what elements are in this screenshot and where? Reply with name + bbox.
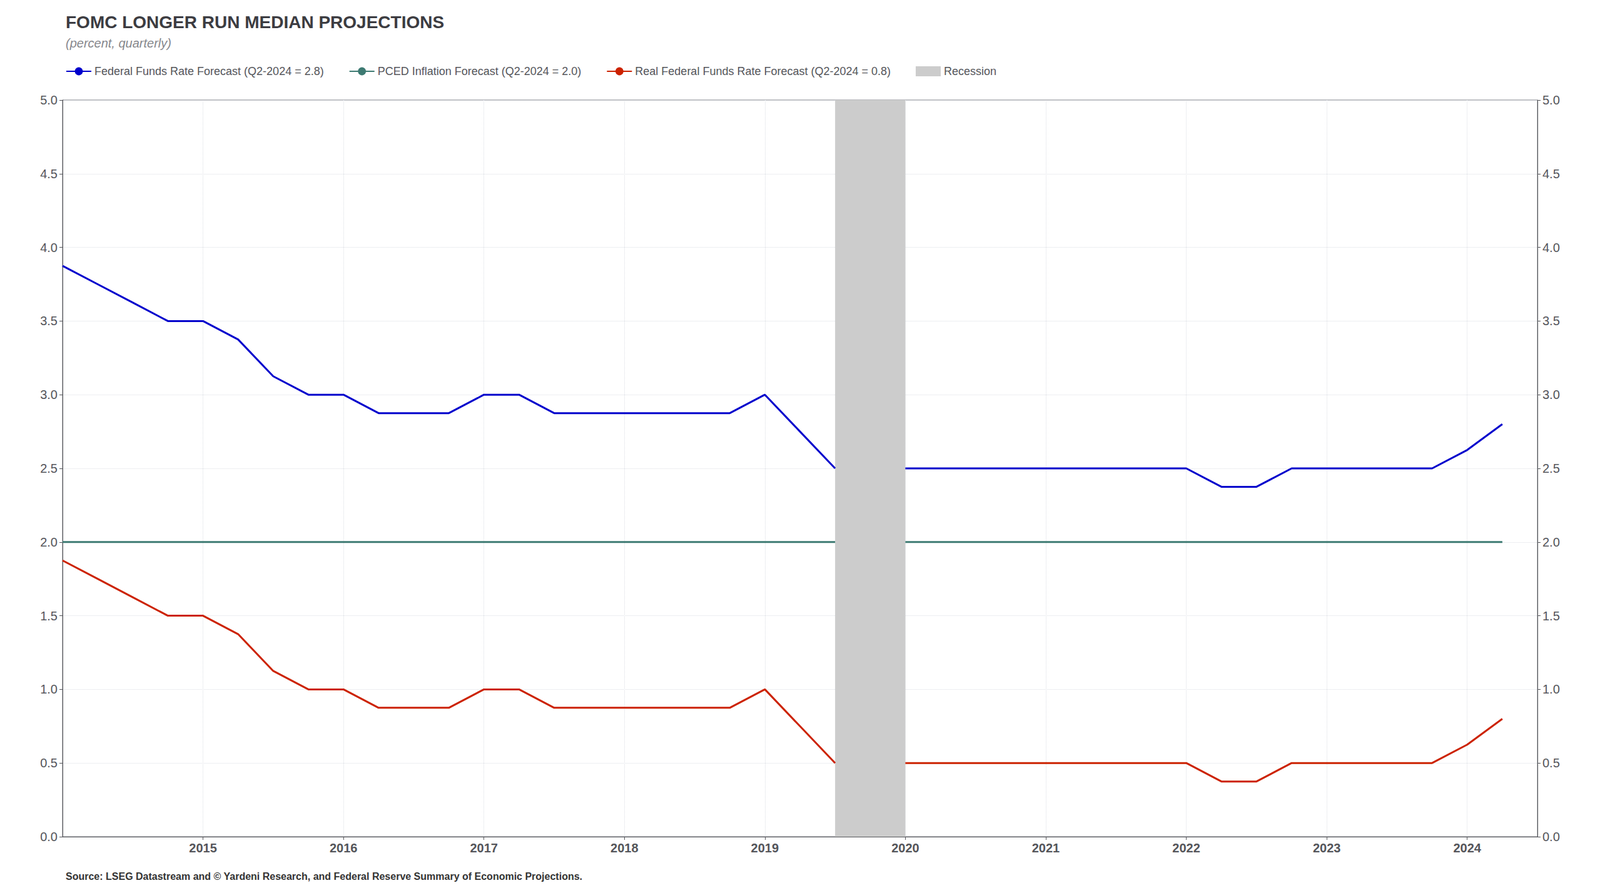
svg-text:4.5: 4.5 bbox=[40, 167, 58, 181]
svg-text:2016: 2016 bbox=[329, 841, 358, 856]
svg-text:Recession: Recession bbox=[943, 65, 997, 78]
svg-text:(percent, quarterly): (percent, quarterly) bbox=[65, 36, 172, 51]
svg-text:2022: 2022 bbox=[1172, 841, 1201, 856]
svg-text:2018: 2018 bbox=[610, 841, 639, 856]
svg-text:4.0: 4.0 bbox=[1542, 240, 1560, 255]
svg-text:FOMC LONGER RUN MEDIAN PROJECT: FOMC LONGER RUN MEDIAN PROJECTIONS bbox=[65, 12, 445, 32]
svg-text:5.0: 5.0 bbox=[40, 93, 58, 107]
svg-text:0.5: 0.5 bbox=[1542, 756, 1560, 770]
svg-text:1.5: 1.5 bbox=[40, 609, 58, 623]
svg-text:Real Federal Funds Rate Foreca: Real Federal Funds Rate Forecast (Q2-202… bbox=[634, 65, 891, 78]
svg-text:0.5: 0.5 bbox=[40, 756, 58, 770]
svg-text:3.0: 3.0 bbox=[1542, 387, 1560, 402]
svg-text:1.5: 1.5 bbox=[1542, 609, 1560, 623]
svg-text:1.0: 1.0 bbox=[1542, 682, 1560, 697]
svg-text:3.5: 3.5 bbox=[1542, 313, 1560, 328]
svg-text:3.5: 3.5 bbox=[40, 313, 58, 328]
svg-text:4.5: 4.5 bbox=[1542, 167, 1560, 181]
svg-text:Federal Funds Rate Forecast (Q: Federal Funds Rate Forecast (Q2-2024 = 2… bbox=[94, 65, 325, 78]
svg-text:2020: 2020 bbox=[891, 841, 920, 856]
svg-text:5.0: 5.0 bbox=[1542, 93, 1560, 107]
svg-text:2015: 2015 bbox=[188, 841, 218, 856]
svg-text:Source: LSEG Datastream and ©: Source: LSEG Datastream and © Yardeni Re… bbox=[65, 871, 583, 882]
svg-text:2.0: 2.0 bbox=[1542, 535, 1560, 550]
svg-text:2.0: 2.0 bbox=[40, 535, 58, 550]
svg-text:4.0: 4.0 bbox=[40, 240, 58, 255]
svg-text:0.0: 0.0 bbox=[40, 830, 58, 844]
svg-text:2021: 2021 bbox=[1032, 841, 1061, 856]
svg-text:2019: 2019 bbox=[751, 841, 780, 856]
svg-text:2023: 2023 bbox=[1312, 841, 1342, 856]
svg-text:0.0: 0.0 bbox=[1542, 830, 1560, 844]
svg-text:3.0: 3.0 bbox=[40, 387, 58, 402]
svg-text:2024: 2024 bbox=[1453, 841, 1482, 856]
svg-text:2017: 2017 bbox=[469, 841, 498, 856]
svg-text:2.5: 2.5 bbox=[1542, 461, 1560, 476]
svg-text:2.5: 2.5 bbox=[40, 461, 58, 476]
svg-text:1.0: 1.0 bbox=[40, 682, 58, 697]
svg-text:PCED Inflation Forecast (Q2-20: PCED Inflation Forecast (Q2-2024 = 2.0) bbox=[377, 65, 582, 78]
